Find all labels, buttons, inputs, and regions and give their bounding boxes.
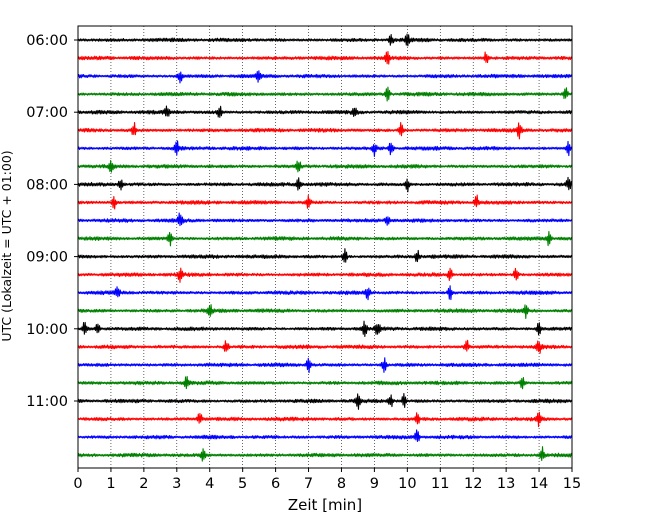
y-axis-label: UTC (Lokalzeit = UTC + 01:00) [0,150,14,341]
y-tick-label: 09:00 [26,250,68,266]
seismic-trace [77,285,573,301]
seismic-trace [77,376,573,390]
seismic-trace [77,429,573,443]
y-tick-label: 10:00 [26,322,68,338]
seismic-trace [77,51,573,65]
seismic-trace [77,320,573,338]
seismic-trace [77,392,573,410]
x-tick-label: 11 [431,476,449,492]
x-tick-label: 4 [205,476,214,492]
seismic-trace [77,105,573,118]
axis-layer: 0 1 2 3 4 5 6 7 8 9 10 11 12 13 14 1506:0007:0008:0009:… [26,33,581,492]
x-axis-label: Zeit [min] [288,496,362,514]
seismic-trace [77,339,573,354]
seismic-trace [77,194,573,210]
x-tick-label: 14 [530,476,548,492]
seismic-trace [77,231,573,247]
y-tick-label: 07:00 [26,105,68,121]
seismic-trace [77,267,573,283]
x-tick-label: 3 [172,476,181,492]
x-tick-label: 6 [271,476,280,492]
seismic-trace [77,357,573,374]
x-tick-label: 0 [73,476,82,492]
x-tick-label: 13 [497,476,515,492]
seismic-trace [77,176,573,193]
seismic-trace [77,248,573,263]
x-tick-label: 12 [464,476,482,492]
x-tick-label: 10 [398,476,416,492]
seismic-trace [77,159,573,173]
x-tick-label: 8 [337,476,346,492]
plot-frame [77,25,573,469]
x-tick-label: 1 [106,476,115,492]
seismic-trace [77,121,573,140]
seismic-trace [77,446,573,462]
seismic-trace [77,70,573,84]
seismic-trace [77,140,573,157]
seismic-trace [77,86,573,102]
x-tick-label: 15 [563,476,581,492]
y-tick-label: 08:00 [26,177,68,193]
x-tick-label: 7 [304,476,313,492]
seismic-trace [77,304,573,319]
seismic-trace [77,33,573,47]
x-tick-label: 9 [370,476,379,492]
trace-layer [77,33,573,462]
seismic-trace [77,212,573,227]
x-tick-label: 2 [139,476,148,492]
y-tick-label: 11:00 [26,394,68,410]
x-tick-label: 5 [238,476,247,492]
y-tick-label: 06:00 [26,33,68,49]
seismic-trace [77,411,573,428]
